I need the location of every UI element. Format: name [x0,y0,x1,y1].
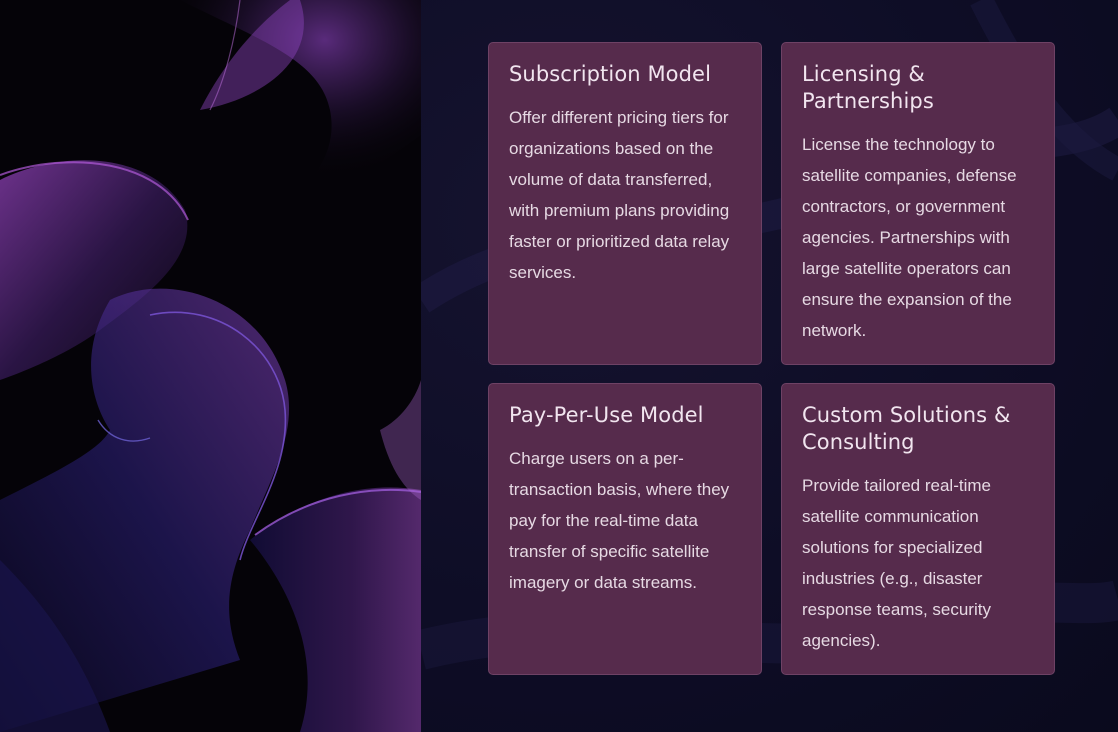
card-title: Pay-Per-Use Model [509,403,704,427]
abstract-wave-image [0,0,421,732]
card-pay-per-use-model: Pay-Per-Use Model Charge users on a per-… [488,383,762,675]
card-title: Custom Solutions & Consulting [802,403,1011,454]
abstract-wave-graphic [0,0,421,732]
card-title: Licensing & Partnerships [802,62,934,113]
card-description: Charge users on a per-transaction basis,… [509,449,730,592]
card-description: Provide tailored real-time satellite com… [802,476,991,650]
card-description: License the technology to satellite comp… [802,135,1017,340]
card-subscription-model: Subscription Model Offer different prici… [488,42,762,365]
card-custom-solutions-consulting: Custom Solutions & Consulting Provide ta… [781,383,1055,675]
card-description: Offer different pricing tiers for organi… [509,108,730,282]
card-licensing-partnerships: Licensing & Partnerships License the tec… [781,42,1055,365]
card-title: Subscription Model [509,62,712,86]
